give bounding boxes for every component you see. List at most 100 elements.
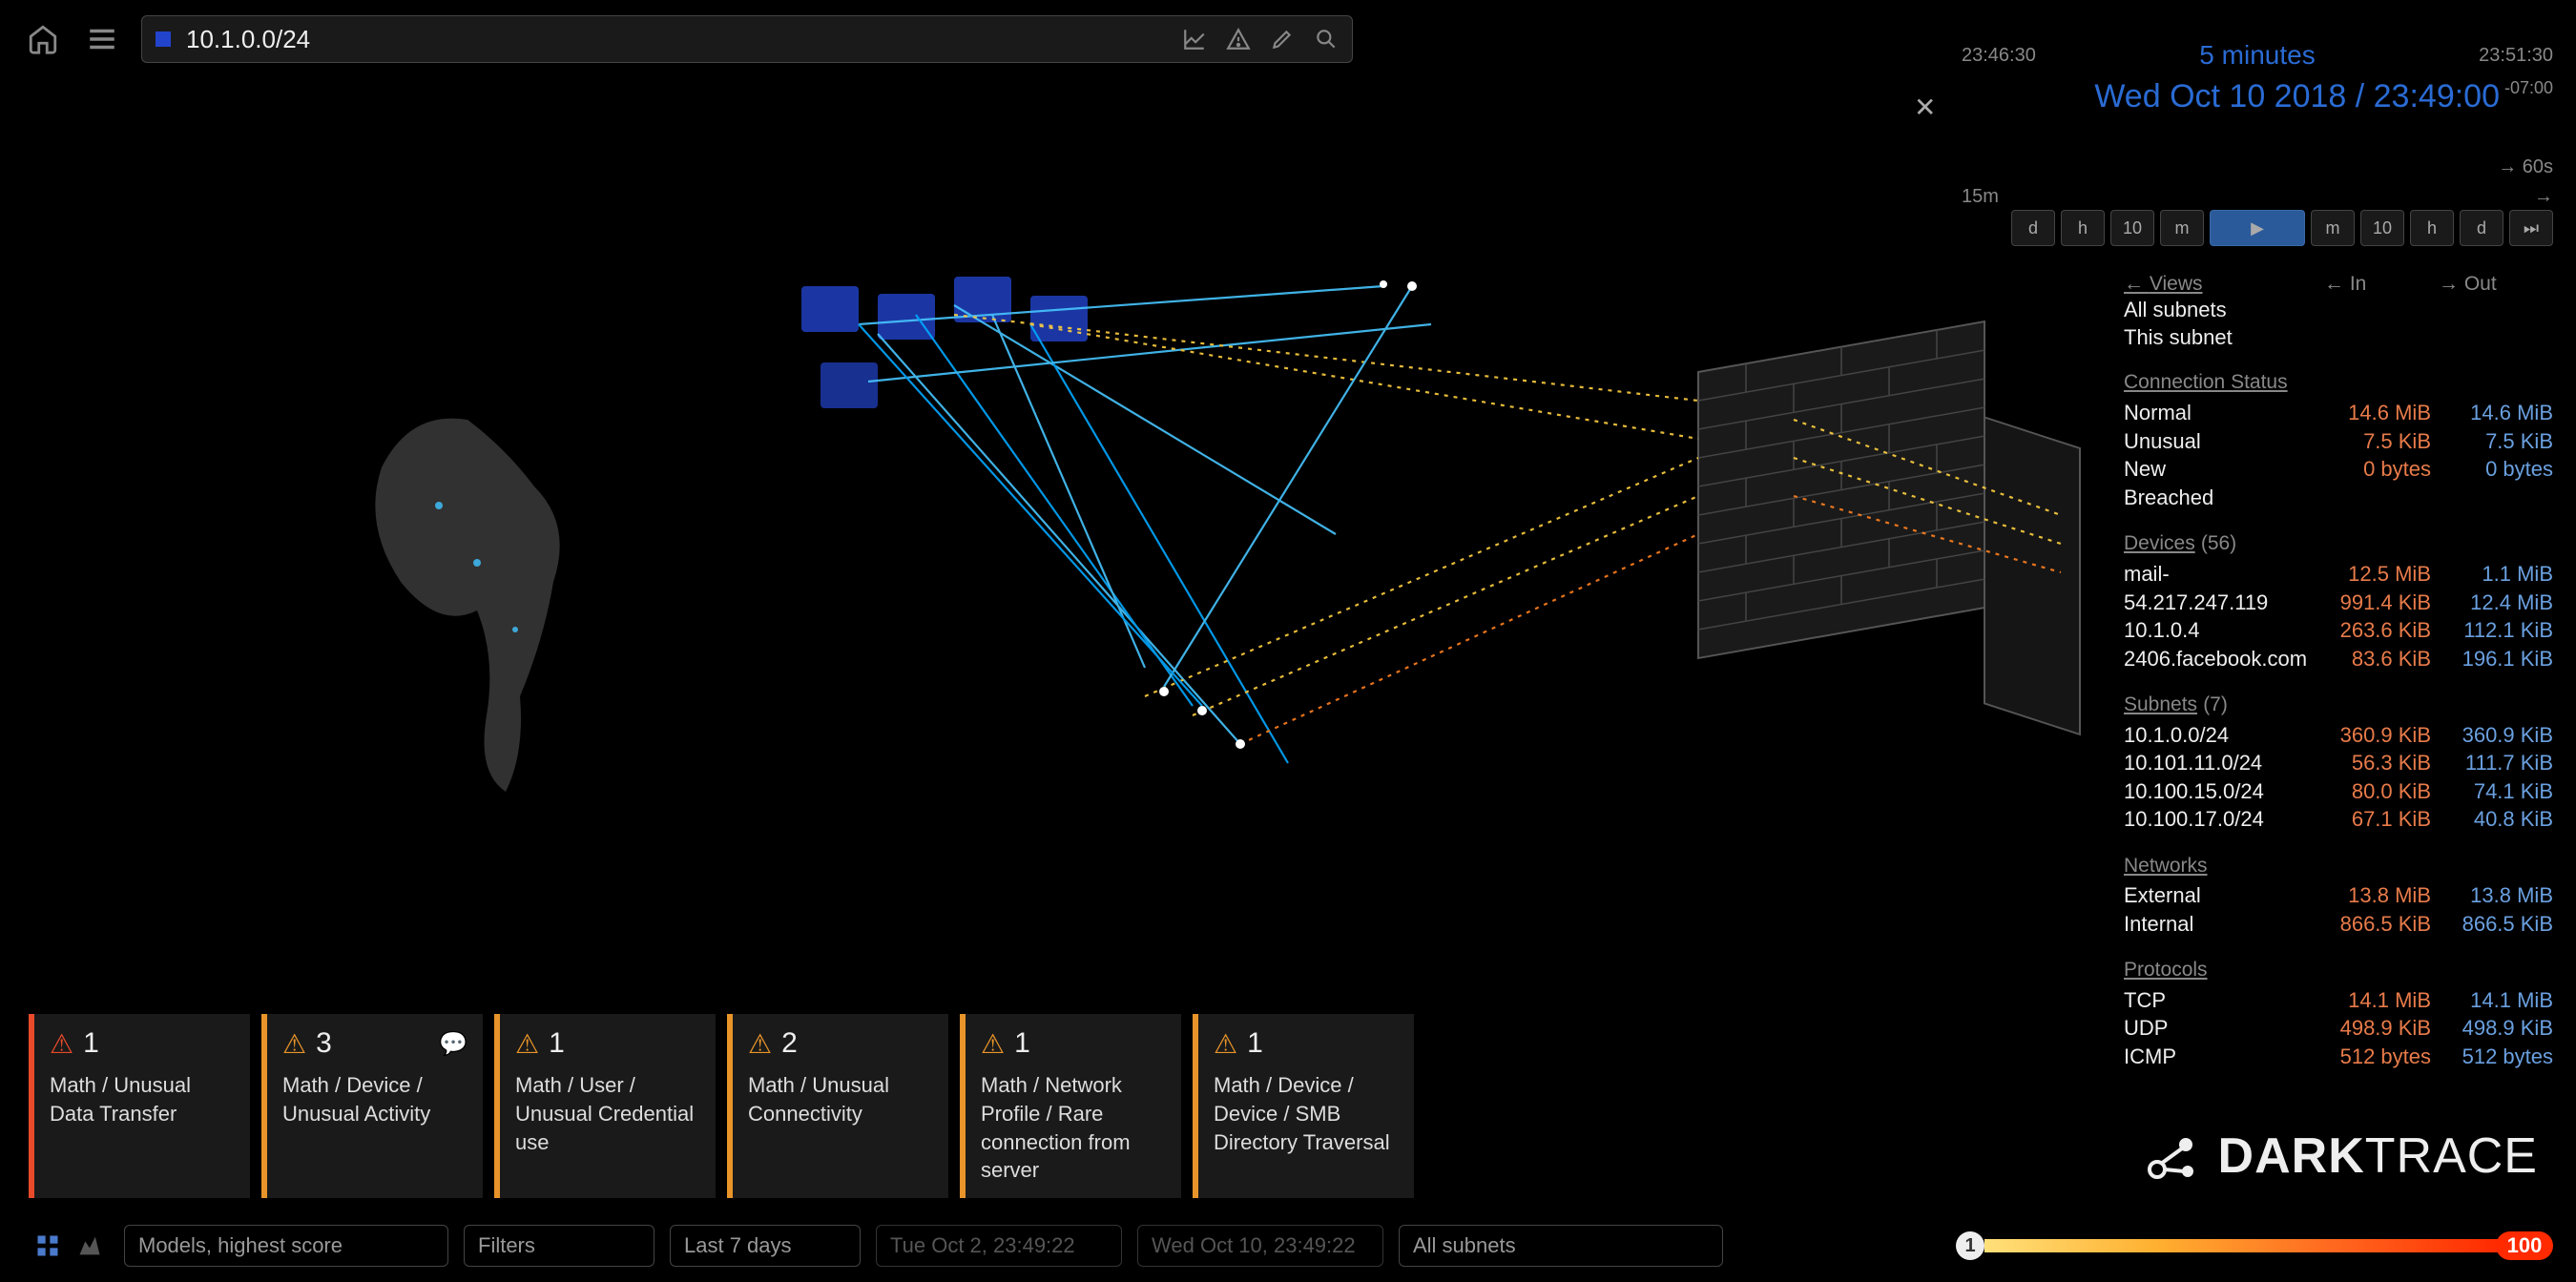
connection-row[interactable]: New0 bytes0 bytes xyxy=(2124,456,2553,485)
out-header: Out xyxy=(2439,271,2553,297)
network-in: 13.8 MiB xyxy=(2316,882,2431,910)
network-row[interactable]: Internal866.5 KiB866.5 KiB xyxy=(2124,910,2553,939)
protocol-label: TCP xyxy=(2124,987,2309,1015)
network-row[interactable]: External13.8 MiB13.8 MiB xyxy=(2124,882,2553,911)
subnet-row[interactable]: 10.1.0.0/24360.9 KiB360.9 KiB xyxy=(2124,721,2553,750)
device-out: 112.1 KiB xyxy=(2439,617,2553,645)
close-icon[interactable]: ✕ xyxy=(1914,92,1936,123)
threat-count: 2 xyxy=(781,1027,798,1060)
jump-back-m[interactable]: m xyxy=(2160,210,2204,246)
jump-fwd-d[interactable]: d xyxy=(2460,210,2503,246)
connection-status-section: Connection Status Normal14.6 MiB14.6 MiB… xyxy=(2124,368,2553,512)
connection-row[interactable]: Normal14.6 MiB14.6 MiB xyxy=(2124,400,2553,428)
severity-gradient[interactable]: 1 100 xyxy=(1956,1231,2553,1260)
device-row[interactable]: 54.217.247.119991.4 KiB12.4 MiB xyxy=(2124,589,2553,617)
device-label: 10.1.0.4 xyxy=(2124,617,2309,645)
networks-head: Networks xyxy=(2124,853,2208,879)
connection-in: 7.5 KiB xyxy=(2316,428,2431,456)
device-out: 196.1 KiB xyxy=(2439,646,2553,673)
jump-back-d[interactable]: d xyxy=(2011,210,2055,246)
protocol-row[interactable]: ICMP512 bytes512 bytes xyxy=(2124,1043,2553,1071)
protocol-in: 498.9 KiB xyxy=(2316,1015,2431,1043)
timeline-start: 23:46:30 xyxy=(1962,45,2036,67)
threat-label: Math / User / Unusual Credential use xyxy=(515,1071,700,1156)
threat-count: 1 xyxy=(549,1027,565,1060)
chart-icon[interactable] xyxy=(1182,27,1207,52)
network-in: 866.5 KiB xyxy=(2316,911,2431,939)
top-bar: 10.1.0.0/24 xyxy=(23,15,1353,63)
grid-view-icon[interactable] xyxy=(29,1229,67,1263)
device-label: mail- xyxy=(2124,561,2309,589)
brand-logo: DARKTRACE xyxy=(2140,1126,2538,1187)
timeline-end: 23:51:30 xyxy=(2479,45,2553,67)
filters-select[interactable]: Filters xyxy=(464,1225,654,1267)
subnet-row[interactable]: 10.101.11.0/2456.3 KiB111.7 KiB xyxy=(2124,750,2553,778)
jump-fwd-10[interactable]: 10 xyxy=(2360,210,2404,246)
device-row[interactable]: 10.1.0.4263.6 KiB112.1 KiB xyxy=(2124,617,2553,646)
comment-icon[interactable]: 💬 xyxy=(439,1030,467,1058)
alert-icon[interactable] xyxy=(1226,27,1251,52)
connection-label: New xyxy=(2124,456,2309,484)
protocol-out: 498.9 KiB xyxy=(2439,1015,2553,1043)
alert-icon: ⚠ xyxy=(282,1028,306,1060)
stats-panel: Views In Out All subnets This subnet Con… xyxy=(2124,271,2553,1088)
search-toolbar xyxy=(1182,27,1339,52)
device-label: 54.217.247.119 xyxy=(2124,589,2309,617)
threat-label: Math / Network Profile / Rare connection… xyxy=(981,1071,1166,1185)
connection-row[interactable]: Breached xyxy=(2124,485,2553,513)
protocols-head: Protocols xyxy=(2124,957,2208,982)
subnet-color-swatch xyxy=(156,31,171,47)
scope-select[interactable]: All subnets xyxy=(1399,1225,1723,1267)
logo-text-b: TRACE xyxy=(2365,1128,2538,1184)
play-button[interactable]: ▶ xyxy=(2210,210,2305,246)
edit-icon[interactable] xyxy=(1270,27,1295,52)
subnet-row[interactable]: 10.100.17.0/2467.1 KiB40.8 KiB xyxy=(2124,806,2553,835)
subnet-label: 10.100.15.0/24 xyxy=(2124,778,2309,806)
range-select[interactable]: Last 7 days xyxy=(670,1225,861,1267)
subnet-in: 56.3 KiB xyxy=(2316,750,2431,777)
threat-card[interactable]: ⚠1Math / User / Unusual Credential use xyxy=(494,1014,716,1198)
device-row[interactable]: 2406.facebook.com83.6 KiB196.1 KiB xyxy=(2124,645,2553,673)
jump-fwd-m[interactable]: m xyxy=(2311,210,2355,246)
connection-in: 0 bytes xyxy=(2316,456,2431,484)
protocol-out: 14.1 MiB xyxy=(2439,987,2553,1015)
connection-out: 0 bytes xyxy=(2439,456,2553,484)
search-box[interactable]: 10.1.0.0/24 xyxy=(141,15,1353,63)
threat-card[interactable]: ⚠2Math / Unusual Connectivity xyxy=(727,1014,948,1198)
networks-section: Networks External13.8 MiB13.8 MiBInterna… xyxy=(2124,852,2553,939)
sort-select[interactable]: Models, highest score xyxy=(124,1225,448,1267)
protocol-row[interactable]: TCP14.1 MiB14.1 MiB xyxy=(2124,986,2553,1015)
jump-back-10[interactable]: 10 xyxy=(2110,210,2154,246)
threat-card[interactable]: ⚠3💬Math / Device / Unusual Activity xyxy=(261,1014,483,1198)
alert-icon: ⚠ xyxy=(981,1028,1005,1060)
network-label: External xyxy=(2124,882,2309,910)
jump-back-h[interactable]: h xyxy=(2061,210,2105,246)
devices-section: Devices (56) mail-12.5 MiB1.1 MiB54.217.… xyxy=(2124,529,2553,673)
jump-end[interactable]: ⏭ xyxy=(2509,210,2553,246)
step-60s: 60s xyxy=(2498,156,2553,178)
threat-card[interactable]: ⚠1Math / Device / Device / SMB Directory… xyxy=(1193,1014,1414,1198)
device-row[interactable]: mail-12.5 MiB1.1 MiB xyxy=(2124,560,2553,589)
home-icon[interactable] xyxy=(23,19,63,59)
threat-card[interactable]: ⚠1Math / Unusual Data Transfer xyxy=(29,1014,250,1198)
subnet-out: 111.7 KiB xyxy=(2439,750,2553,777)
search-input[interactable]: 10.1.0.0/24 xyxy=(186,25,1182,54)
connection-row[interactable]: Unusual7.5 KiB7.5 KiB xyxy=(2124,427,2553,456)
search-icon[interactable] xyxy=(1314,27,1339,52)
timeline-timezone: -07:00 xyxy=(2504,78,2553,98)
view-all-subnets[interactable]: All subnets xyxy=(2124,297,2553,324)
protocol-row[interactable]: UDP498.9 KiB498.9 KiB xyxy=(2124,1015,2553,1044)
threat-card[interactable]: ⚠1Math / Network Profile / Rare connecti… xyxy=(960,1014,1181,1198)
network-out: 866.5 KiB xyxy=(2439,911,2553,939)
jump-fwd-h[interactable]: h xyxy=(2410,210,2454,246)
view-this-subnet[interactable]: This subnet xyxy=(2124,324,2553,352)
views-section: Views In Out All subnets This subnet xyxy=(2124,271,2553,351)
connection-status-head: Connection Status xyxy=(2124,369,2288,395)
connection-out: 14.6 MiB xyxy=(2439,400,2553,427)
menu-icon[interactable] xyxy=(82,19,122,59)
chart-view-icon[interactable] xyxy=(71,1229,109,1263)
timeline-window: 5 minutes xyxy=(2199,40,2315,71)
subnet-row[interactable]: 10.100.15.0/2480.0 KiB74.1 KiB xyxy=(2124,777,2553,806)
alert-icon: ⚠ xyxy=(50,1028,73,1060)
alert-icon: ⚠ xyxy=(748,1028,772,1060)
